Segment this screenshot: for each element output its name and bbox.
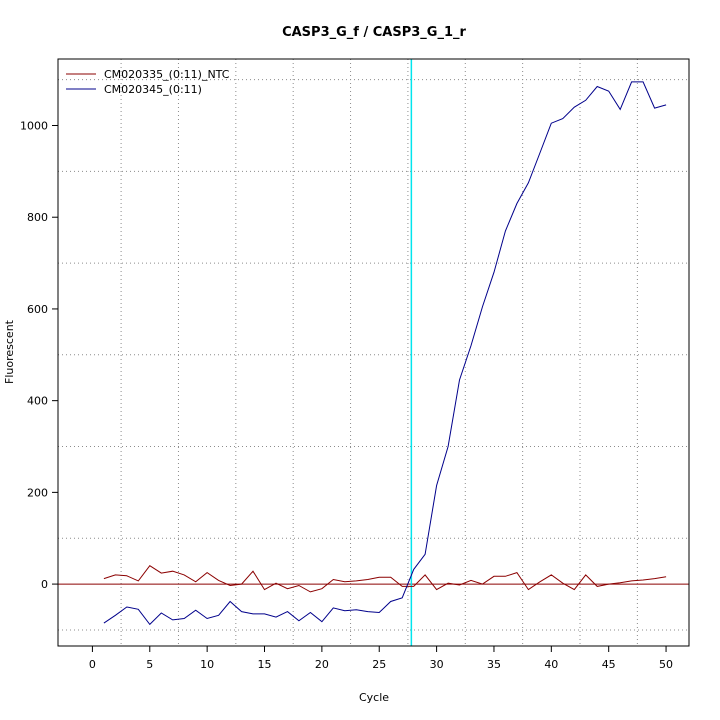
x-tick-label: 30 [430, 658, 444, 671]
x-tick-label: 40 [544, 658, 558, 671]
x-tick-label: 35 [487, 658, 501, 671]
legend-label-1: CM020335_(0:11)_NTC [104, 68, 230, 81]
x-tick-label: 10 [200, 658, 214, 671]
reference-lines [58, 59, 689, 646]
x-tick-label: 50 [659, 658, 673, 671]
chart-title: CASP3_G_f / CASP3_G_1_r [282, 25, 466, 40]
y-axis-title: Fluorescent [3, 319, 16, 384]
x-tick-label: 25 [372, 658, 386, 671]
y-tick-label: 0 [41, 578, 48, 591]
plot-frame [57, 58, 690, 647]
x-axis: 0 5 10 15 20 25 30 35 40 45 50 [89, 646, 673, 671]
series-line-2 [103, 81, 667, 626]
series-lines [103, 81, 667, 626]
x-tick-label: 45 [602, 658, 616, 671]
y-tick-label: 400 [27, 395, 48, 408]
x-tick-label: 0 [89, 658, 96, 671]
legend-label-2: CM020345_(0:11) [104, 83, 202, 96]
y-tick-label: 800 [27, 211, 48, 224]
y-tick-label: 200 [27, 486, 48, 499]
legend: CM020335_(0:11)_NTC CM020345_(0:11) [66, 68, 230, 96]
x-tick-label: 5 [146, 658, 153, 671]
y-axis: 0 200 400 600 800 1000 [20, 119, 58, 591]
grid [58, 59, 689, 646]
y-tick-label: 1000 [20, 119, 48, 132]
series-line-1 [103, 565, 667, 593]
x-axis-title: Cycle [359, 691, 389, 704]
x-tick-label: 20 [315, 658, 329, 671]
x-tick-label: 15 [258, 658, 272, 671]
y-tick-label: 600 [27, 303, 48, 316]
